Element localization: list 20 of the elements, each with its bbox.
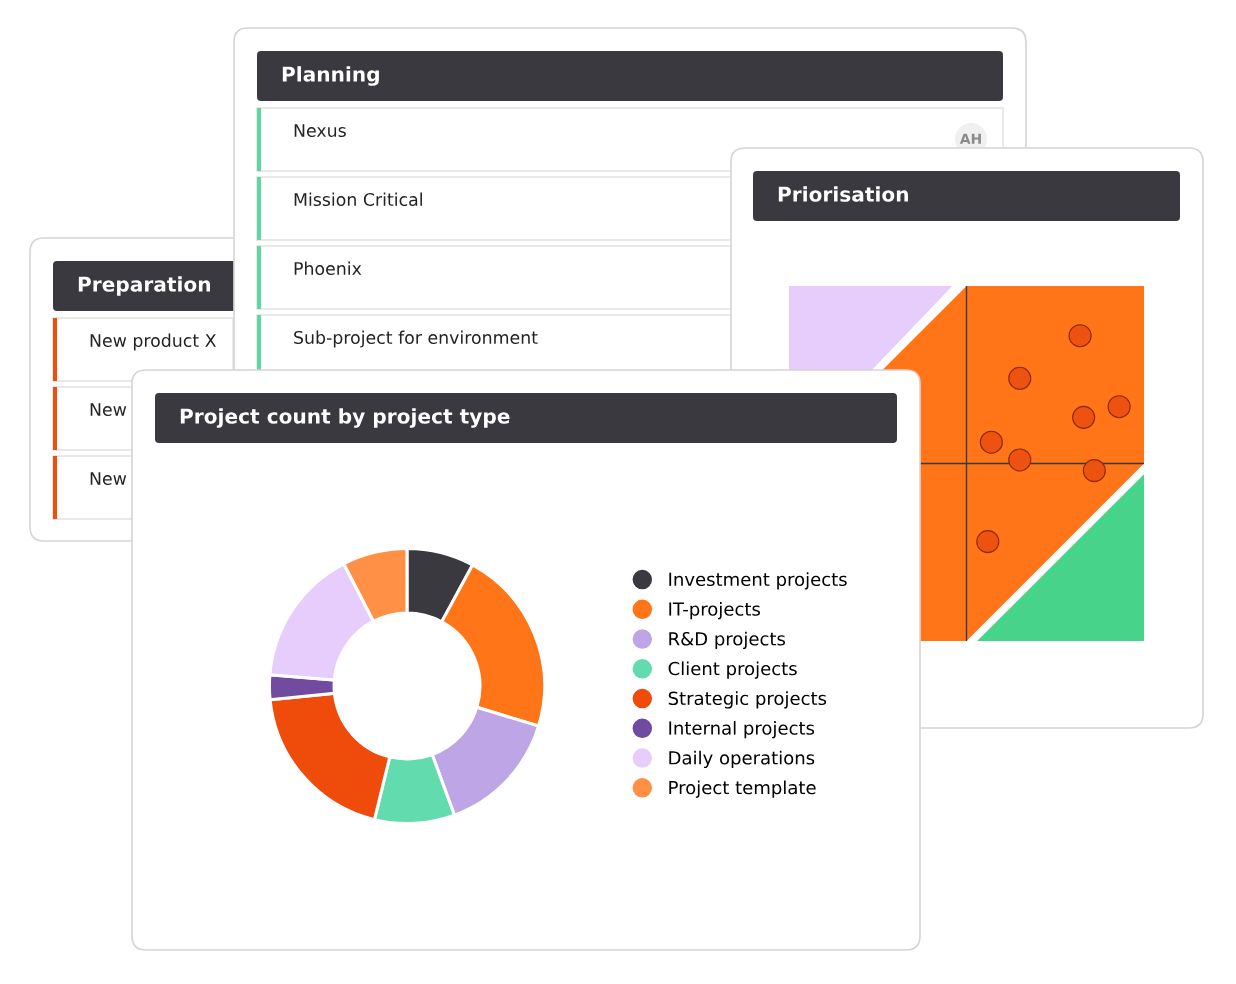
text: Planning <box>282 66 379 86</box>
text: Nexus <box>294 124 346 138</box>
legend-label: IT-projects <box>669 601 760 620</box>
text: Sub-project for environment <box>294 330 538 348</box>
text: New <box>90 403 127 417</box>
text: AH <box>959 133 981 144</box>
text: Mission Critical <box>294 192 422 207</box>
text: Phoenix <box>294 261 362 276</box>
legend-label: Project template <box>669 780 816 798</box>
text: Preparation <box>78 276 211 296</box>
text: New <box>90 472 127 486</box>
chart-title: Project count by project type <box>180 408 510 428</box>
text: New product X <box>90 333 217 351</box>
legend-label: Internal projects <box>669 720 815 739</box>
text: Priorisation <box>778 186 908 202</box>
legend-label: Client projects <box>668 661 797 679</box>
legend-label: Strategic projects <box>668 691 827 709</box>
legend-label: Investment projects <box>669 572 847 590</box>
legend-label: Daily operations <box>669 750 815 769</box>
legend-label: R&D projects <box>669 631 786 650</box>
